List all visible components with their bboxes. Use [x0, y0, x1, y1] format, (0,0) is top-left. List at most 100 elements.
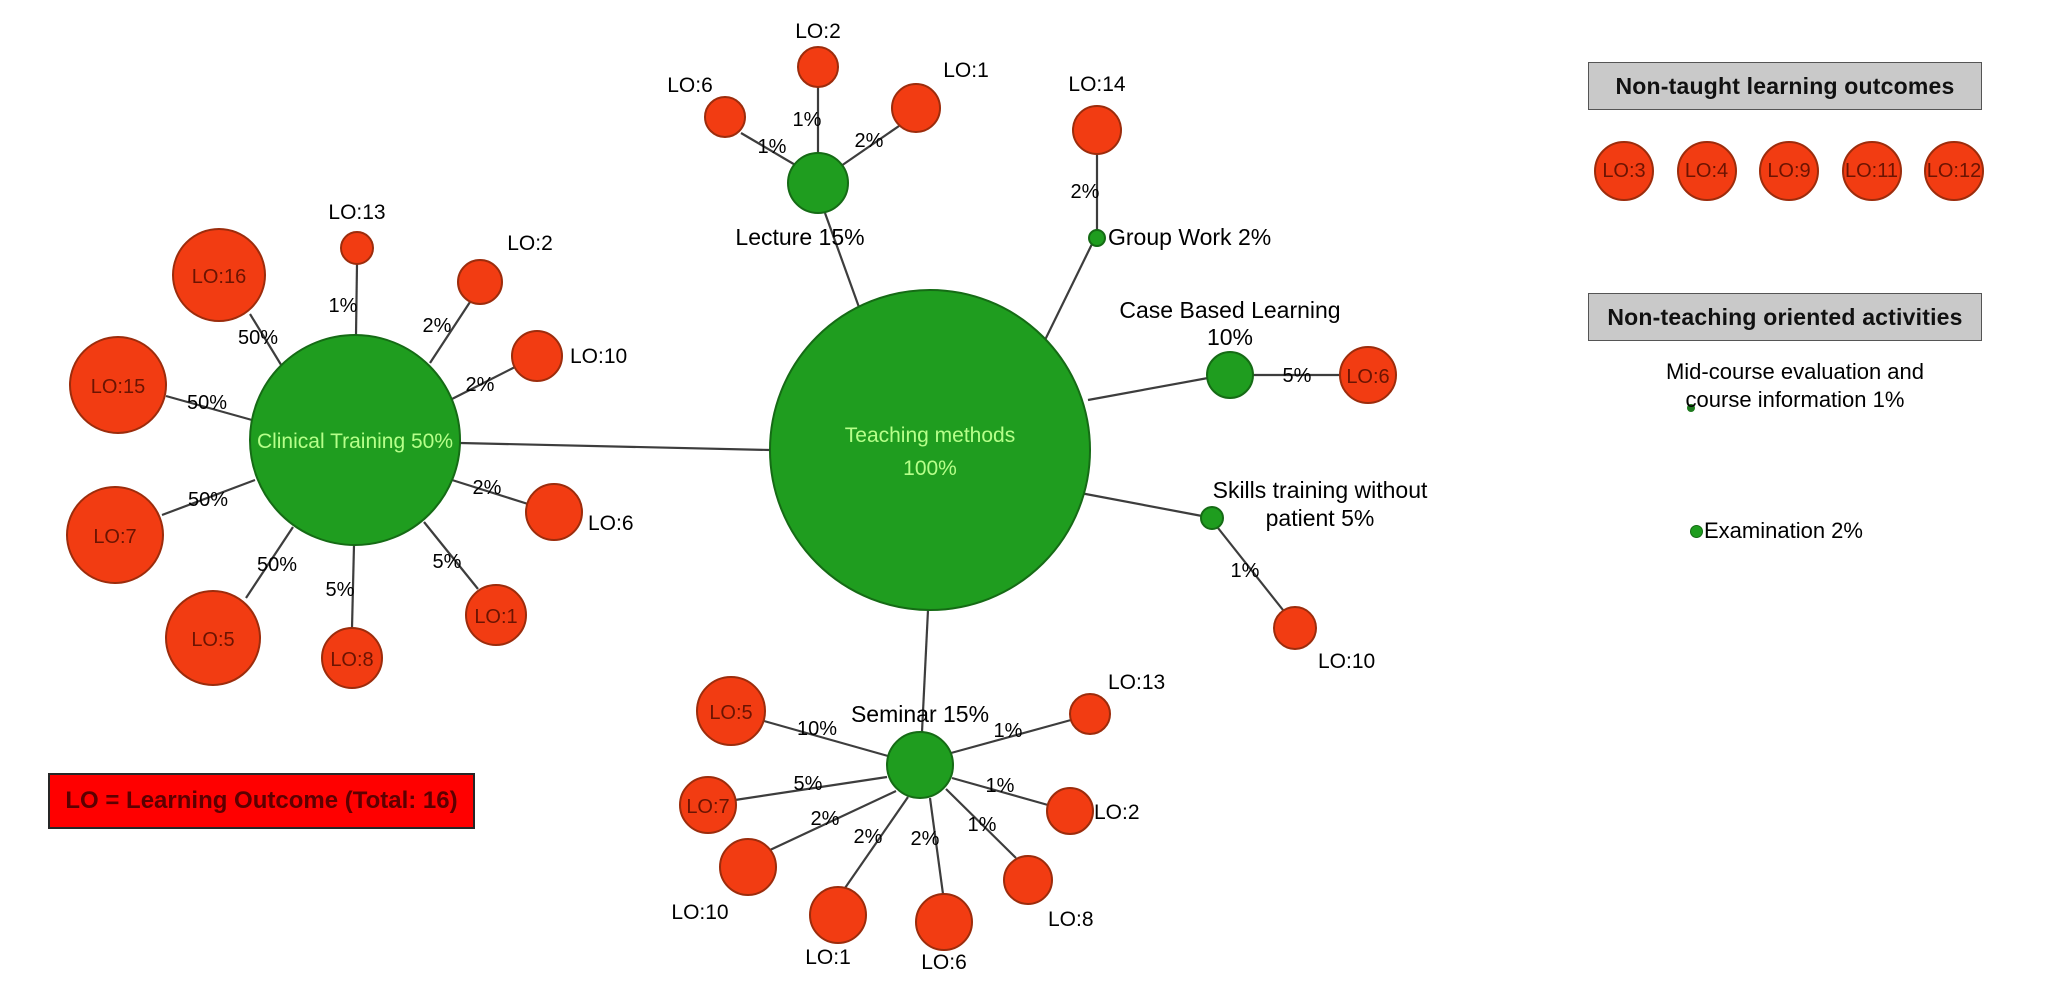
- node-group-work-group: Group Work 2%: [1088, 224, 1271, 250]
- lo-definition-box: LO = Learning Outcome (Total: 16): [48, 773, 475, 829]
- edge-seminar-lo13: [950, 718, 1072, 755]
- edge-lecture-lo1: [840, 125, 900, 167]
- node-lo7-clinical[interactable]: [66, 486, 164, 584]
- node-lo16-clinical[interactable]: [172, 228, 266, 322]
- node-lo6-casebased[interactable]: [1339, 346, 1397, 404]
- edge-seminar-lo5: [763, 719, 889, 758]
- node-lo13-seminar[interactable]: [1069, 693, 1111, 735]
- label-case-based-learning-percent: 10%: [1207, 324, 1253, 350]
- node-lo6-seminar[interactable]: [915, 893, 973, 951]
- label-skills-training-line2: patient 5%: [1266, 505, 1375, 531]
- label-teaching-methods: Teaching methods: [845, 424, 1015, 447]
- edge-clinical-lo2: [429, 301, 471, 364]
- node-lo1-seminar[interactable]: [809, 886, 867, 944]
- pct-clinical-lo8: 5%: [326, 579, 355, 601]
- examination-activity: Examination 2%: [1690, 518, 1863, 544]
- legend-lo-9[interactable]: LO:9: [1759, 141, 1819, 201]
- label-lo13-clinical: LO:13: [328, 201, 385, 224]
- node-lo10-clinical[interactable]: [511, 330, 563, 382]
- node-lo8-clinical[interactable]: [321, 627, 383, 689]
- node-lo6-lecture[interactable]: [704, 96, 746, 138]
- label-lo16-clinical: LO:16: [192, 266, 246, 288]
- node-lo13-clinical[interactable]: [340, 231, 374, 265]
- node-lo5-clinical[interactable]: [165, 590, 261, 686]
- legend-lo-3[interactable]: LO:3: [1594, 141, 1654, 201]
- node-lo5-seminar[interactable]: [696, 676, 766, 746]
- node-group-work[interactable]: [1088, 229, 1106, 247]
- pct-clinical-lo15: 50%: [187, 392, 227, 414]
- label-lo7-clinical: LO:7: [93, 526, 136, 548]
- edges-clinical: [161, 263, 529, 629]
- node-lo10-skills[interactable]: [1273, 606, 1317, 650]
- edge-percent-labels: 50% 1% 2% 2% 50% 2% 50% 5% 50% 5% 1% 1% …: [187, 109, 1312, 850]
- node-clinical-training-group: Clinical Training 50%: [249, 334, 461, 546]
- node-seminar-group: Seminar 15%: [851, 701, 989, 799]
- node-lecture[interactable]: [787, 152, 849, 214]
- node-lo1-clinical[interactable]: [465, 584, 527, 646]
- legend-lo-11[interactable]: LO:11: [1841, 141, 1902, 201]
- edge-clinical-lo10: [449, 366, 516, 401]
- pct-clinical-lo16: 50%: [238, 327, 278, 349]
- label-lo1-clinical: LO:1: [474, 606, 517, 628]
- pct-clinical-lo13: 1%: [329, 295, 358, 317]
- pct-clinical-lo6: 2%: [473, 477, 502, 499]
- legend-lo-12[interactable]: LO:12: [1924, 141, 1984, 201]
- label-group-work: Group Work 2%: [1108, 224, 1271, 250]
- pct-seminar-lo2: 1%: [986, 775, 1015, 797]
- non-teaching-panel-header: Non-teaching oriented activities: [1588, 293, 1982, 341]
- edge-seminar-lo8: [945, 788, 1017, 859]
- label-lo14-groupwork: LO:14: [1068, 73, 1126, 96]
- pct-clinical-lo10: 2%: [466, 374, 495, 396]
- node-lecture-group: Lecture 15%: [735, 152, 865, 250]
- node-lo2-lecture[interactable]: [797, 46, 839, 88]
- edges-center: [459, 212, 1209, 733]
- node-teaching-methods[interactable]: [769, 289, 1091, 611]
- label-lo2-clinical: LO:2: [507, 232, 553, 255]
- edges-lecture: [740, 87, 900, 167]
- node-lo8-seminar[interactable]: [1003, 855, 1053, 905]
- node-lo15-clinical[interactable]: [69, 336, 167, 434]
- node-lo6-clinical[interactable]: [525, 483, 583, 541]
- pct-clinical-lo5: 50%: [257, 554, 297, 576]
- label-lo6-clinical: LO:6: [588, 512, 634, 535]
- node-skills-training[interactable]: [1200, 506, 1224, 530]
- node-clinical-training[interactable]: [249, 334, 461, 546]
- label-lo15-clinical: LO:15: [91, 376, 145, 398]
- label-lo7-seminar: LO:7: [686, 796, 729, 818]
- label-lo5-clinical: LO:5: [191, 629, 234, 651]
- label-lo1-seminar: LO:1: [805, 946, 851, 969]
- node-lo14-groupwork[interactable]: [1072, 105, 1122, 155]
- node-lo2-clinical[interactable]: [457, 259, 503, 305]
- node-seminar[interactable]: [886, 731, 954, 799]
- pct-groupwork-lo14: 2%: [1071, 181, 1100, 203]
- label-clinical-training: Clinical Training 50%: [257, 430, 453, 453]
- node-lo2-seminar[interactable]: [1046, 787, 1094, 835]
- nodes-skills-outcomes: LO:10: [1273, 606, 1375, 673]
- node-lo7-seminar[interactable]: [679, 776, 737, 834]
- edge-seminar-lo7: [734, 775, 888, 802]
- edge-center-skills: [1074, 490, 1203, 518]
- nodes-lecture-outcomes: LO:6 LO:2 LO:1: [667, 20, 989, 138]
- edge-seminar-lo10: [769, 790, 897, 851]
- edge-center-lecture: [823, 212, 862, 311]
- edge-lecture-lo6: [740, 132, 798, 167]
- label-lo13-seminar: LO:13: [1108, 671, 1165, 694]
- pct-clinical-lo2: 2%: [423, 315, 452, 337]
- legend-lo-4[interactable]: LO:4: [1676, 141, 1737, 201]
- node-case-based-learning[interactable]: [1206, 351, 1254, 399]
- label-lo2-seminar: LO:2: [1094, 801, 1140, 824]
- label-lecture: Lecture 15%: [735, 224, 864, 250]
- node-lo1-lecture[interactable]: [891, 83, 941, 133]
- pct-seminar-lo13: 1%: [994, 720, 1023, 742]
- label-teaching-methods-percent: 100%: [903, 457, 957, 480]
- edge-seminar-lo1: [844, 796, 909, 889]
- edge-clinical-lo7: [161, 478, 256, 517]
- pct-lecture-lo2: 1%: [793, 109, 822, 131]
- label-lo2-lecture: LO:2: [795, 20, 841, 43]
- node-lo10-seminar[interactable]: [719, 838, 777, 896]
- pct-seminar-lo6: 2%: [911, 828, 940, 850]
- node-skills-training-group: Skills training without patient 5%: [1200, 477, 1428, 531]
- pct-lecture-lo1: 2%: [855, 130, 884, 152]
- edge-clinical-lo13: [354, 263, 359, 336]
